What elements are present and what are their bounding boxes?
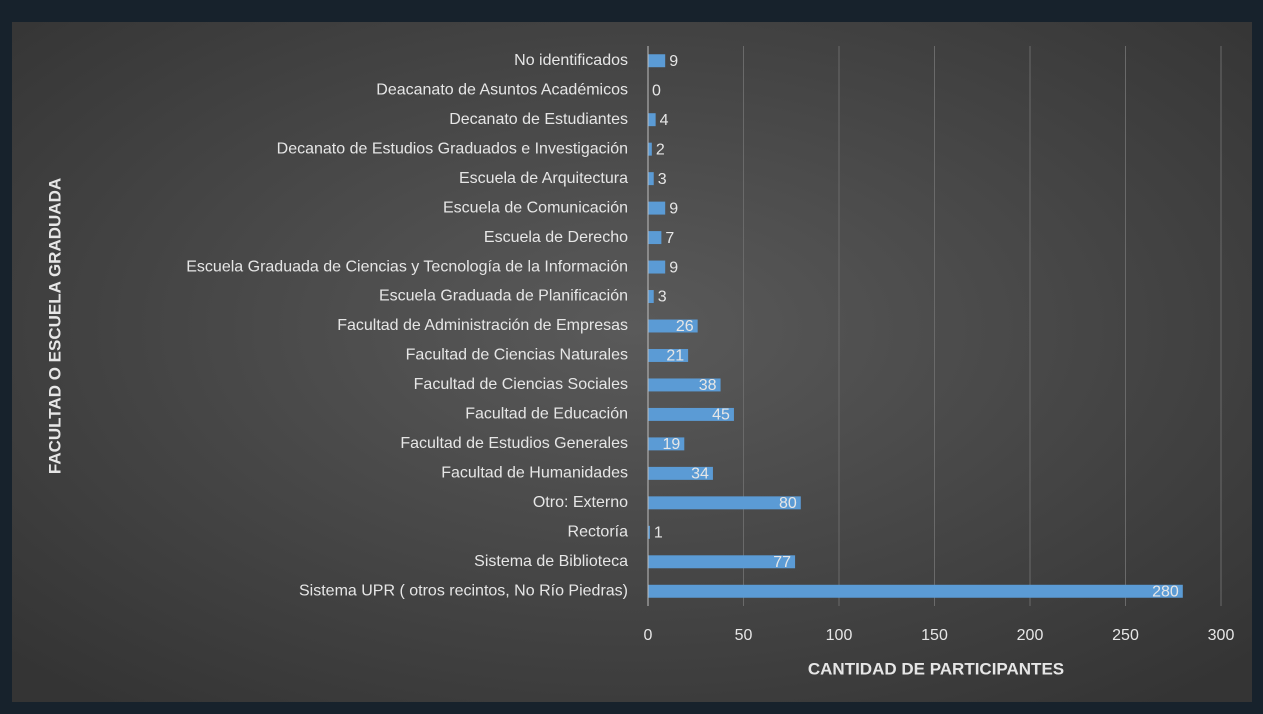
y-tick-label: Otro: Externo xyxy=(533,494,628,511)
y-tick-label: Escuela Graduada de Ciencias y Tecnologí… xyxy=(186,258,628,275)
data-label: 9 xyxy=(669,259,678,276)
x-tick-label: 50 xyxy=(735,627,753,644)
y-tick-label: Facultad de Ciencias Sociales xyxy=(414,376,628,393)
data-label: 280 xyxy=(1152,583,1179,600)
y-tick-label: Escuela Graduada de Planificación xyxy=(379,288,628,305)
y-tick-label: Deacanato de Asuntos Académicos xyxy=(376,81,628,98)
bar xyxy=(648,466,713,480)
data-label: 80 xyxy=(779,495,797,512)
y-tick-label: Escuela de Arquitectura xyxy=(459,170,628,187)
data-label: 45 xyxy=(712,407,730,424)
data-label: 19 xyxy=(662,436,680,453)
data-label: 3 xyxy=(658,289,667,306)
y-tick-label: Facultad de Estudios Generales xyxy=(400,435,628,452)
bar xyxy=(648,378,721,392)
data-label: 77 xyxy=(773,554,791,571)
x-tick-label: 300 xyxy=(1208,627,1235,644)
data-label: 1 xyxy=(654,525,663,542)
bar xyxy=(648,319,698,333)
bar xyxy=(648,437,685,451)
y-axis-title: FACULTAD O ESCUELA GRADUADA xyxy=(45,178,64,474)
y-tick-label: Facultad de Ciencias Naturales xyxy=(406,347,628,364)
data-label: 9 xyxy=(669,200,678,217)
bar xyxy=(648,584,1183,598)
bar xyxy=(648,231,662,245)
data-label: 26 xyxy=(676,318,694,335)
y-tick-label: Facultad de Administración de Empresas xyxy=(337,317,628,334)
bar xyxy=(648,142,652,156)
bar xyxy=(648,260,666,274)
data-label: 3 xyxy=(658,171,667,188)
y-tick-label: No identificados xyxy=(514,52,628,69)
y-tick-label: Rectoría xyxy=(568,524,629,541)
data-label: 0 xyxy=(652,82,661,99)
bar xyxy=(648,496,801,510)
data-label: 34 xyxy=(691,466,709,483)
x-axis-title: CANTIDAD DE PARTICIPANTES xyxy=(808,659,1064,678)
y-tick-label: Sistema UPR ( otros recintos, No Río Pie… xyxy=(299,582,628,599)
x-tick-label: 150 xyxy=(921,627,948,644)
y-tick-label: Escuela de Derecho xyxy=(484,229,628,246)
y-tick-label: Facultad de Educación xyxy=(465,406,628,423)
bar xyxy=(648,525,650,539)
y-tick-label: Decanato de Estudios Graduados e Investi… xyxy=(277,140,628,157)
x-tick-label: 0 xyxy=(644,627,653,644)
bar xyxy=(648,290,654,304)
data-label: 9 xyxy=(669,53,678,70)
bar xyxy=(648,113,656,127)
data-label: 4 xyxy=(660,112,669,129)
y-tick-label: Facultad de Humanidades xyxy=(441,465,628,482)
bar xyxy=(648,348,689,362)
data-label: 2 xyxy=(656,141,665,158)
panel xyxy=(12,22,1252,702)
x-tick-label: 200 xyxy=(1017,627,1044,644)
data-label: 7 xyxy=(665,230,674,247)
data-label: 38 xyxy=(699,377,717,394)
y-tick-label: Sistema de Biblioteca xyxy=(474,553,628,570)
bar xyxy=(648,407,734,421)
x-tick-label: 100 xyxy=(826,627,853,644)
bar xyxy=(648,54,666,68)
y-tick-label: Escuela de Comunicación xyxy=(443,199,628,216)
data-label: 21 xyxy=(666,348,684,365)
bar xyxy=(648,172,654,186)
bar xyxy=(648,201,666,215)
bar xyxy=(648,555,796,569)
y-tick-label: Decanato de Estudiantes xyxy=(449,111,628,128)
x-tick-label: 250 xyxy=(1112,627,1139,644)
